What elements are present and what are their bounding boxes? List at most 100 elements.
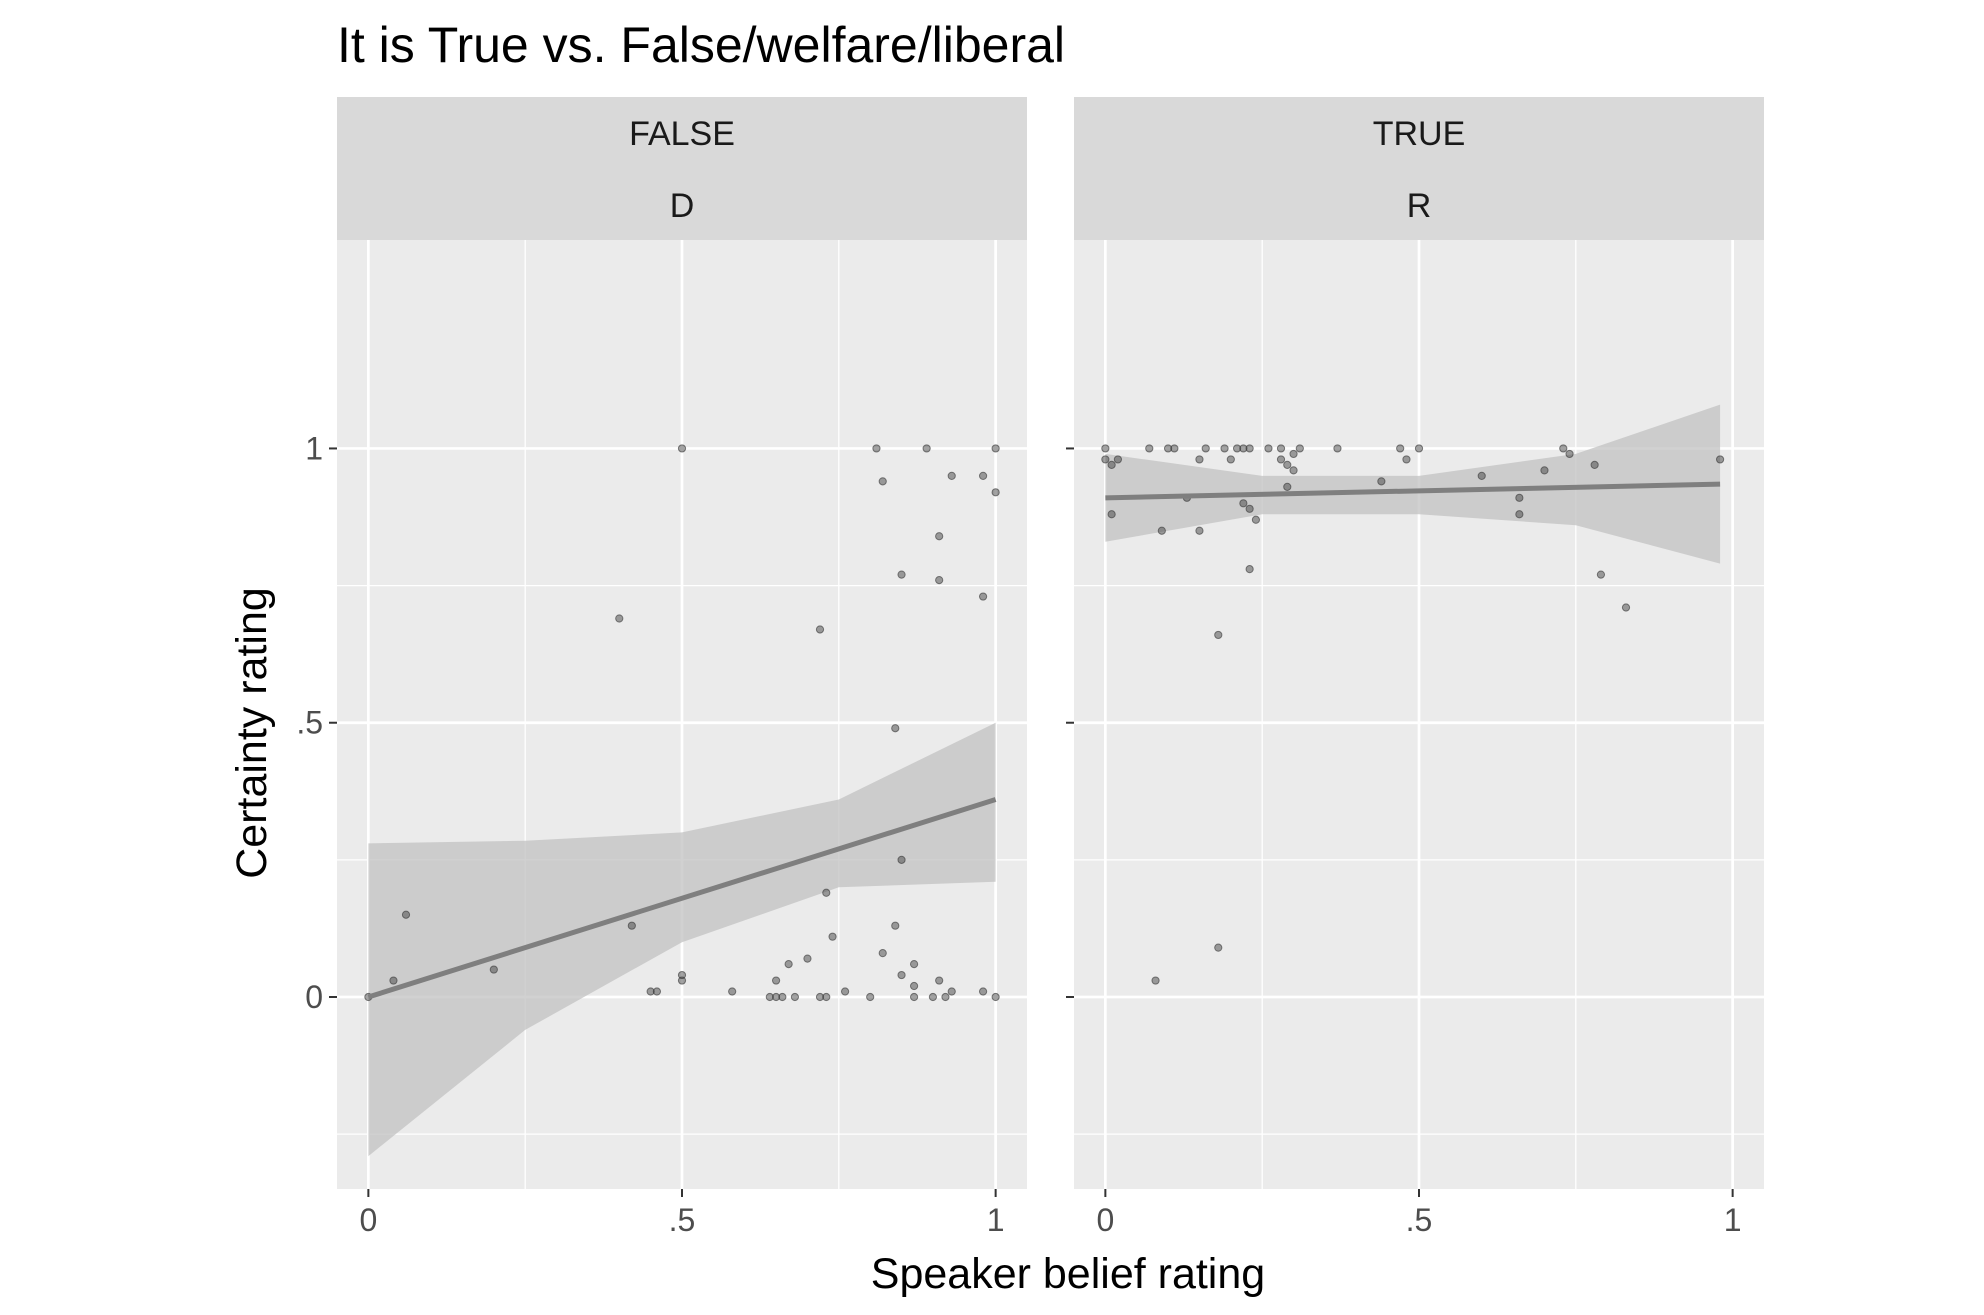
data-point: [909, 959, 919, 969]
data-point: [646, 987, 655, 996]
data-point: [897, 970, 906, 980]
data-point: [991, 488, 1000, 497]
data-point: [790, 992, 800, 1002]
data-point: [909, 992, 919, 1002]
regression-line: [367, 797, 997, 1000]
data-point: [1201, 444, 1210, 453]
data-point: [1264, 444, 1273, 453]
facet-strip-label: R: [1407, 187, 1432, 225]
data-point: [891, 724, 900, 733]
data-point: [909, 981, 919, 991]
data-point: [1157, 526, 1166, 535]
data-point: [784, 959, 793, 969]
data-point: [615, 614, 624, 623]
data-point: [1245, 504, 1254, 513]
facet-strip: [1074, 97, 1764, 240]
data-point: [891, 921, 900, 930]
data-point: [928, 992, 938, 1002]
x-tick-label: .5: [1406, 1202, 1433, 1238]
data-point: [978, 592, 988, 601]
data-point: [1276, 444, 1286, 453]
data-point: [1220, 444, 1229, 453]
data-point: [1377, 477, 1386, 486]
data-point: [1295, 444, 1304, 453]
data-point: [1151, 976, 1160, 985]
x-axis-title: Speaker belief rating: [871, 1250, 1265, 1298]
data-point: [771, 992, 781, 1002]
data-point: [627, 921, 636, 930]
data-point: [1101, 444, 1110, 453]
data-point: [1596, 570, 1606, 579]
data-point: [1214, 943, 1223, 952]
y-tick-label: 1: [305, 430, 323, 466]
data-point: [765, 992, 774, 1002]
data-point: [978, 471, 988, 480]
data-point: [1621, 603, 1631, 612]
data-point: [878, 477, 887, 486]
data-point: [878, 949, 887, 958]
data-point: [935, 576, 944, 585]
data-point: [1396, 444, 1405, 453]
data-point: [652, 987, 662, 996]
data-point: [1414, 444, 1424, 453]
data-point: [1477, 471, 1486, 480]
data-point: [1195, 526, 1204, 535]
data-point: [1559, 444, 1568, 453]
data-point: [677, 976, 687, 985]
data-point: [1289, 466, 1298, 475]
data-point: [778, 992, 787, 1002]
data-point: [840, 987, 850, 996]
data-point: [1283, 482, 1292, 491]
data-point: [815, 625, 825, 634]
facet-panel-1: FALSE D 0 .5 1 0 .5 1: [296, 97, 1027, 1238]
data-point: [872, 444, 881, 453]
data-point: [991, 444, 1000, 453]
data-point: [815, 992, 825, 1002]
data-point: [1245, 565, 1254, 574]
data-point: [822, 992, 831, 1002]
data-point: [978, 987, 988, 996]
data-point: [677, 970, 687, 980]
data-point: [1163, 444, 1173, 453]
data-point: [728, 987, 737, 996]
data-point: [941, 992, 950, 1002]
data-point: [771, 976, 781, 985]
data-point: [822, 888, 831, 897]
data-point: [1402, 455, 1411, 464]
data-point: [401, 910, 411, 919]
x-tick-label: 1: [987, 1202, 1005, 1238]
data-point: [1283, 460, 1292, 470]
data-point: [389, 976, 398, 985]
data-point: [1145, 444, 1154, 453]
confidence-ribbon: [1105, 404, 1721, 564]
confidence-ribbon: [368, 722, 996, 1157]
facet-panels: FALSE D 0 .5 1 0 .5 1 TRUE R 0 .5 1: [296, 97, 1764, 1238]
data-point: [1214, 630, 1223, 640]
data-point: [1515, 493, 1524, 502]
facet-strip-label: TRUE: [1373, 115, 1466, 153]
chart-title: It is True vs. False/welfare/liberal: [337, 17, 1065, 73]
data-point: [803, 954, 812, 963]
data-point: [828, 932, 837, 941]
regression-line: [1105, 481, 1721, 501]
data-point: [897, 570, 906, 579]
y-tick-label: 0: [305, 979, 323, 1015]
data-point: [1276, 455, 1286, 464]
x-tick-label: 0: [359, 1202, 377, 1238]
data-point: [1245, 444, 1254, 453]
data-point: [1101, 455, 1110, 464]
data-point: [1232, 444, 1242, 453]
data-point: [1333, 444, 1342, 453]
data-point: [1170, 444, 1179, 453]
data-point: [1113, 455, 1123, 464]
data-point: [922, 444, 931, 453]
facet-panel-2: TRUE R 0 .5 1: [1066, 97, 1764, 1238]
data-point: [1226, 455, 1235, 464]
data-point: [1289, 449, 1298, 459]
data-point: [489, 965, 498, 974]
data-point: [1239, 499, 1248, 508]
data-point: [1195, 455, 1204, 464]
data-point: [677, 444, 687, 453]
data-point: [947, 471, 956, 480]
y-tick-label: .5: [296, 705, 323, 741]
